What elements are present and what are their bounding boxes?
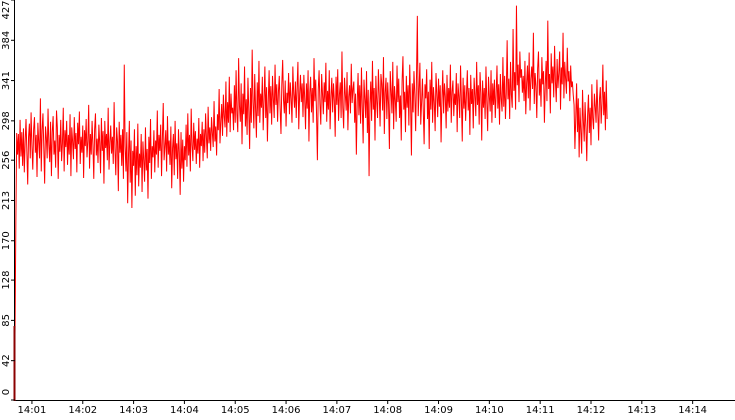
x-tick-label: 14:13 — [627, 405, 656, 415]
series-line-0 — [14, 5, 608, 335]
x-tick-label: 14:06 — [272, 405, 301, 415]
y-tick-label: 128 — [1, 271, 12, 290]
x-tick-label: 14:09 — [424, 405, 453, 415]
x-tick-label: 14:03 — [119, 405, 148, 415]
x-tick-label: 14:01 — [18, 405, 47, 415]
y-tick-label: 42 — [1, 354, 12, 367]
x-tick-label: 14:11 — [526, 405, 555, 415]
x-tick-label: 14:05 — [221, 405, 250, 415]
y-tick-label: 298 — [1, 111, 12, 130]
axes — [13, 0, 735, 401]
x-ticks: 14:01 14:02 14:03 14:04 14:05 14:06 14:07 14:08… — [18, 400, 707, 416]
x-tick-label: 14:04 — [170, 405, 199, 415]
y-tick-label: 0 — [1, 389, 12, 395]
x-tick-label: 14:08 — [373, 405, 402, 415]
y-tick-label: 341 — [1, 71, 12, 90]
plot-area — [14, 5, 608, 335]
x-tick-label: 14:14 — [678, 405, 707, 415]
y-tick-label: 256 — [1, 151, 12, 170]
y-tick-label: 384 — [1, 31, 12, 50]
y-tick-label: 170 — [1, 231, 12, 250]
y-tick-label: 85 — [1, 314, 12, 327]
x-tick-label: 14:02 — [68, 405, 97, 415]
y-tick-label: 427 — [1, 0, 12, 19]
y-tick-label: 213 — [1, 191, 12, 210]
x-tick-label: 14:12 — [577, 405, 606, 415]
y-ticks: 0 42 85 128 170 213 256 298 341 384 427 — [1, 0, 15, 401]
x-tick-label: 14:10 — [475, 405, 504, 415]
x-tick-label: 14:07 — [322, 405, 351, 415]
